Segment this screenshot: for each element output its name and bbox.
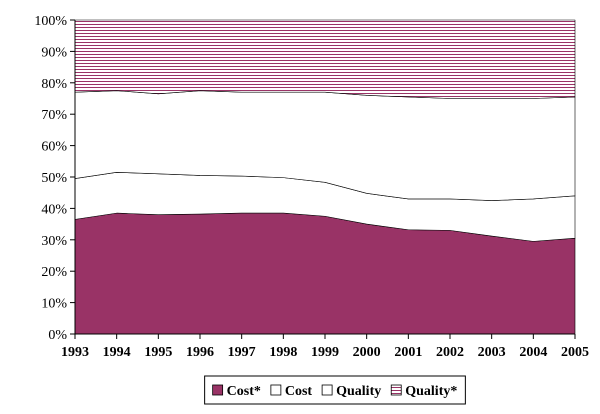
legend-frame <box>204 375 466 405</box>
x-tick-label: 2004 <box>519 345 547 360</box>
legend-label: Cost <box>285 384 313 399</box>
x-tick-label: 1993 <box>61 345 89 360</box>
y-tick-label: 30% <box>41 234 67 249</box>
x-tick-label: 1997 <box>228 345 256 360</box>
legend: Cost* Cost Quality Quality* <box>204 375 466 405</box>
axes-group: 0% 10% 20% 30% 40% 50% 60% 70% 80% 90% 100% 1993 199… <box>34 14 589 360</box>
legend-item-quality-star: Quality* <box>390 384 457 399</box>
y-tick-label: 20% <box>41 265 67 280</box>
legend-swatch <box>390 384 402 396</box>
legend-item-cost-star: Cost* <box>212 384 261 399</box>
y-tick-label: 60% <box>41 140 67 155</box>
y-tick-label: 80% <box>41 77 67 92</box>
legend-label: Quality <box>336 384 381 399</box>
legend-swatch <box>212 384 224 396</box>
y-tick-label: 50% <box>41 171 67 186</box>
area-quality-star <box>74 19 576 99</box>
legend-item-quality: Quality <box>321 384 381 399</box>
legend-item-cost: Cost <box>270 384 313 399</box>
legend-swatch <box>321 384 333 396</box>
legend-label: Cost* <box>227 384 261 399</box>
y-tick-label: 100% <box>34 14 67 29</box>
x-tick-label: 2002 <box>436 345 464 360</box>
y-tick-label: 0% <box>48 328 67 343</box>
y-tick-label: 10% <box>41 297 67 312</box>
x-tick-label: 2001 <box>394 345 422 360</box>
x-tick-label: 2000 <box>353 345 381 360</box>
areas-group <box>74 19 576 335</box>
x-tick-label: 1999 <box>311 345 339 360</box>
y-tick-label: 90% <box>41 45 67 60</box>
x-tick-label: 1994 <box>103 345 131 360</box>
x-tick-label: 2003 <box>478 345 506 360</box>
x-tick-label: 1996 <box>186 345 214 360</box>
x-tick-label: 1995 <box>144 345 172 360</box>
legend-swatch <box>270 384 282 396</box>
y-tick-label: 40% <box>41 202 67 217</box>
legend-label: Quality* <box>405 384 457 399</box>
y-tick-label: 70% <box>41 108 67 123</box>
x-tick-label: 2005 <box>561 345 589 360</box>
x-tick-label: 1998 <box>269 345 297 360</box>
